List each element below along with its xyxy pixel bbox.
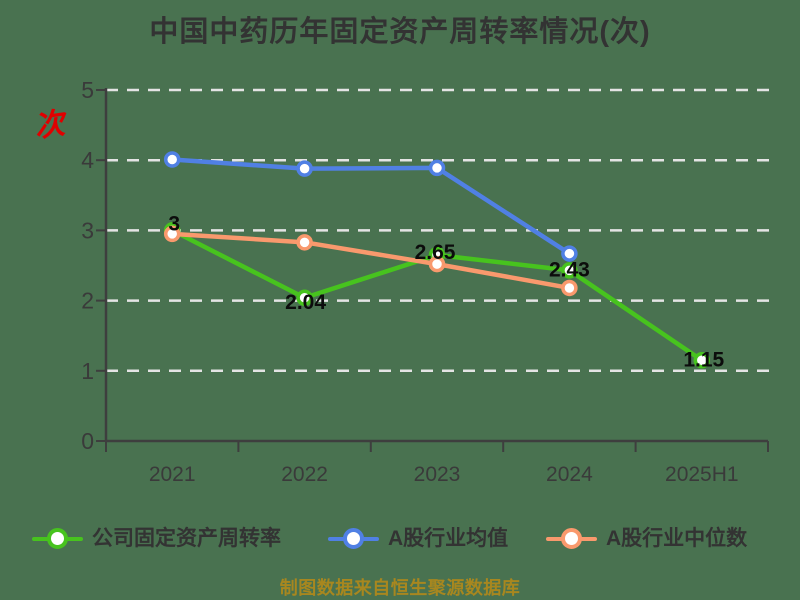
series-line-industry_mean	[169, 157, 572, 256]
x-tick-label: 2023	[414, 463, 461, 486]
legend-marker-industry-median-icon	[546, 524, 597, 554]
data-point-industry_median	[296, 234, 313, 251]
legend-label-company: 公司固定资产周转率	[92, 527, 281, 550]
data-point-industry_mean	[428, 159, 446, 177]
data-point-label: 1.15	[683, 348, 724, 371]
x-tick-label: 2025H1	[665, 463, 739, 486]
series-line-industry_median	[169, 231, 572, 291]
data-point-company	[296, 289, 313, 307]
legend: 公司固定资产周转率 A股行业均值 A股行业中位数	[0, 524, 800, 554]
data-point-industry_median	[428, 255, 446, 273]
y-tick-label: 2	[81, 288, 94, 314]
y-tick-label: 1	[81, 358, 94, 384]
data-point-label: 2.43	[549, 258, 590, 281]
data-point-industry_median	[561, 279, 578, 297]
data-point-company	[693, 352, 711, 369]
legend-item-industry-median: A股行业中位数	[546, 524, 747, 554]
legend-item-company: 公司固定资产周转率	[32, 524, 281, 554]
legend-label-industry-mean: A股行业均值	[388, 527, 509, 550]
legend-marker-industry-mean-icon	[328, 524, 379, 554]
data-point-company	[561, 262, 578, 279]
watermark-text: 制图数据来自恒生聚源数据库	[279, 578, 521, 598]
data-point-label: 2.65	[415, 241, 456, 264]
data-point-industry_mean	[561, 245, 578, 262]
data-point-label: 3	[168, 212, 180, 235]
data-point-industry_mean	[163, 151, 181, 168]
legend-label-industry-median: A股行业中位数	[606, 527, 748, 550]
data-point-industry_median	[163, 225, 181, 243]
legend-marker-company-icon	[32, 524, 83, 554]
data-point-label: 2.04	[285, 291, 326, 314]
y-tick-label: 4	[81, 147, 94, 173]
data-point-industry_mean	[296, 160, 313, 177]
x-tick-label: 2022	[281, 463, 328, 486]
legend-item-industry-mean: A股行业均值	[328, 524, 508, 554]
x-tick-label: 2021	[149, 463, 196, 486]
y-tick-label: 3	[81, 217, 94, 243]
y-tick-label: 0	[81, 428, 94, 454]
chart-title: 中国中药历年固定资产周转率情况(次)	[149, 16, 651, 48]
y-tick-label: 5	[81, 77, 94, 103]
x-tick-label: 2024	[546, 463, 593, 486]
